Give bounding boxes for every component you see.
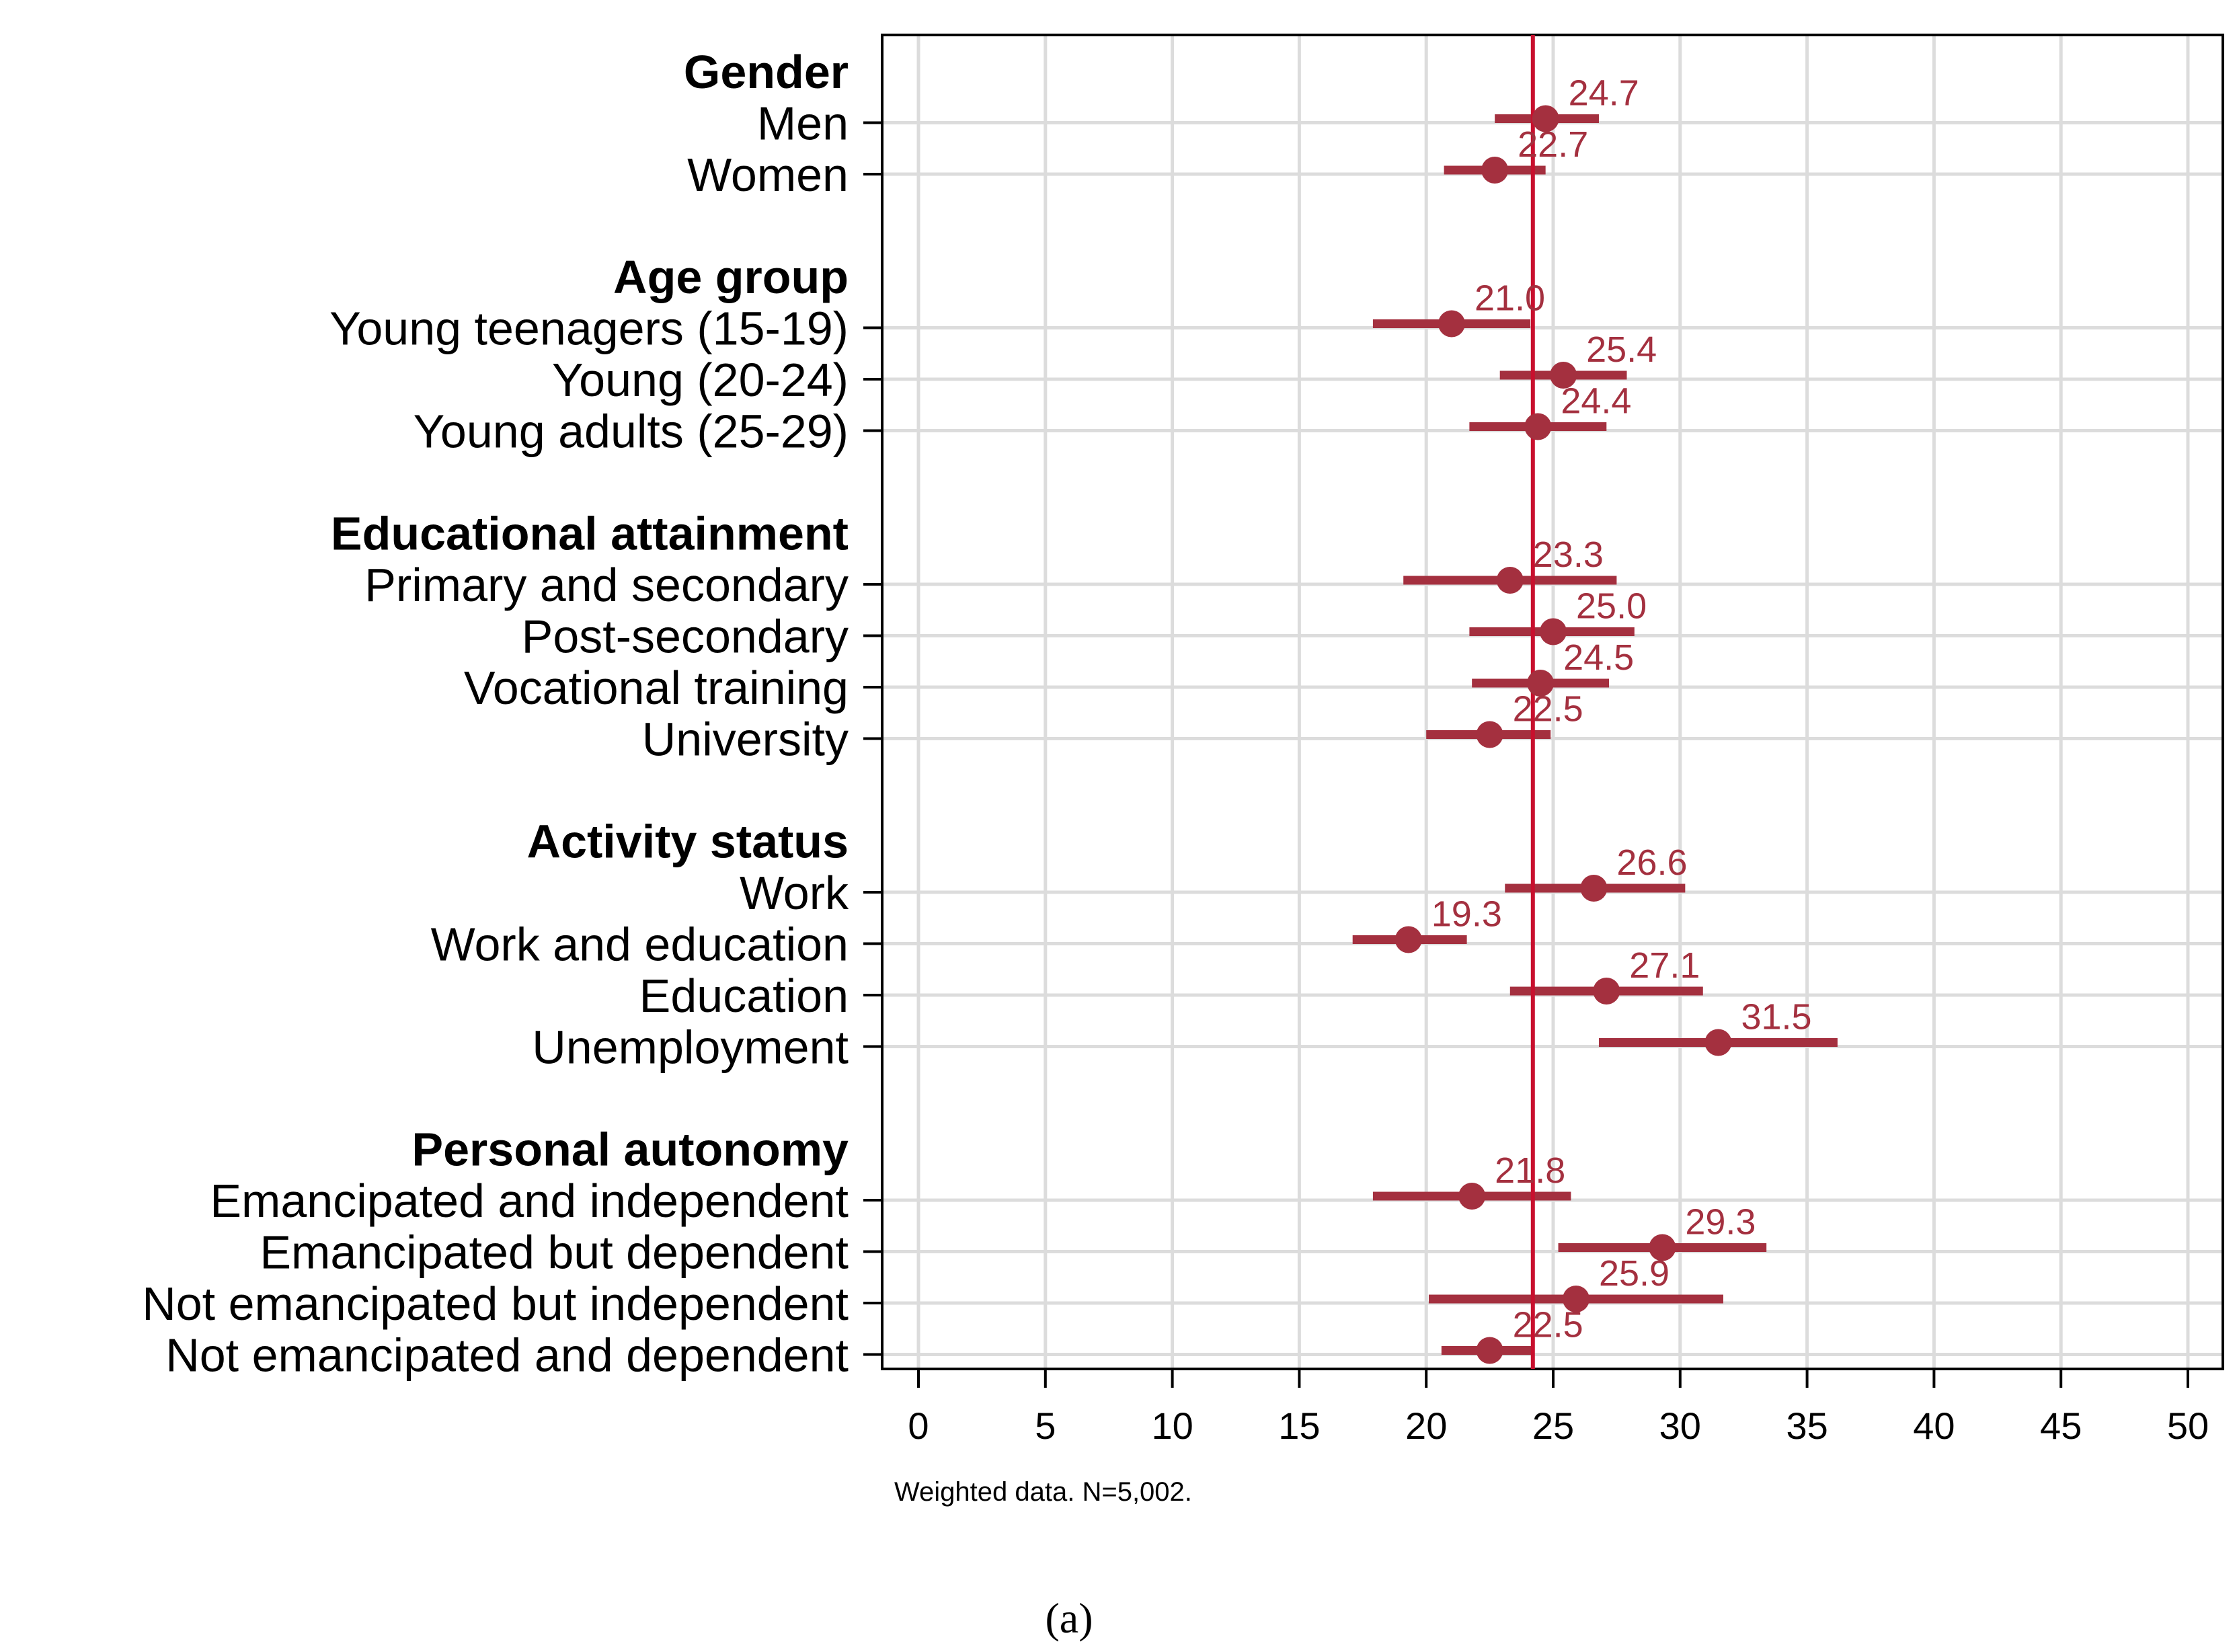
x-tick-label: 50 — [2167, 1405, 2209, 1447]
point-marker — [1481, 157, 1509, 184]
data-label: 25.4 — [1586, 329, 1657, 370]
vertical-gridlines — [916, 36, 2190, 1368]
category-label: Emancipated and independent — [210, 1175, 849, 1227]
x-tick-label: 5 — [1035, 1405, 1056, 1447]
x-tick-label: 30 — [1659, 1405, 1701, 1447]
category-label: Work — [740, 867, 849, 919]
category-label: University — [642, 713, 849, 766]
x-tick-label: 35 — [1786, 1405, 1828, 1447]
category-label: Not emancipated but independent — [142, 1277, 849, 1330]
data-label: 26.6 — [1616, 842, 1687, 883]
data-label: 29.3 — [1685, 1202, 1756, 1243]
point-marker — [1562, 1286, 1589, 1312]
data-label: 24.7 — [1569, 73, 1639, 114]
x-tick-label: 20 — [1405, 1405, 1447, 1447]
point-marker — [1527, 670, 1555, 697]
data-label: 27.1 — [1629, 945, 1700, 986]
data-label: 23.3 — [1533, 535, 1604, 575]
data-note: Weighted data. N=5,002. — [894, 1477, 1192, 1507]
data-label: 24.4 — [1561, 381, 1631, 422]
group-title: Activity status — [527, 816, 849, 868]
point-marker — [1593, 978, 1620, 1005]
category-label: Primary and secondary — [364, 559, 849, 611]
group-title: Age group — [613, 251, 849, 303]
data-label: 21.8 — [1495, 1150, 1565, 1191]
data-label: 25.9 — [1599, 1253, 1670, 1294]
data-label: 31.5 — [1741, 997, 1811, 1037]
point-marker — [1540, 618, 1567, 645]
group-title: Educational attainment — [331, 508, 849, 560]
point-marker — [1649, 1234, 1676, 1261]
category-label: Education — [639, 970, 849, 1022]
group-title: Personal autonomy — [411, 1124, 849, 1176]
data-label: 24.5 — [1563, 637, 1634, 678]
category-label: Men — [757, 97, 849, 150]
x-tick-label: 0 — [908, 1405, 929, 1447]
data-label: 22.5 — [1513, 1305, 1583, 1345]
point-marker — [1395, 926, 1422, 953]
x-tick-label: 40 — [1913, 1405, 1955, 1447]
category-label: Emancipated but dependent — [260, 1226, 849, 1279]
panel-label: (a) — [1045, 1594, 1093, 1642]
data-labels: 24.7 22.7 21.0 25.4 24.4 23.3 25.0 24.5 22.5 26.6… — [1431, 73, 1812, 1345]
data-label: 22.7 — [1518, 124, 1588, 165]
point-marker — [1438, 310, 1465, 338]
category-label: Vocational training — [464, 662, 849, 714]
category-label: Women — [687, 149, 849, 201]
point-marker — [1476, 1337, 1503, 1364]
category-label: Young (20-24) — [552, 354, 849, 406]
data-label: 19.3 — [1431, 894, 1502, 935]
x-axis-ticks: 0 5 10 15 20 25 30 35 40 45 50 — [908, 1369, 2209, 1447]
point-marker — [1550, 362, 1577, 389]
category-label: Work and education — [431, 918, 849, 971]
data-label: 25.0 — [1576, 586, 1647, 627]
point-marker — [1532, 105, 1559, 132]
category-label: Young adults (25-29) — [414, 405, 849, 458]
category-label: Young teenagers (15-19) — [329, 303, 849, 355]
category-label: Unemployment — [532, 1021, 849, 1074]
data-label: 22.5 — [1513, 689, 1583, 730]
point-marker — [1496, 567, 1524, 594]
point-marker — [1458, 1183, 1486, 1210]
x-tick-label: 10 — [1151, 1405, 1193, 1447]
point-markers — [1395, 105, 1732, 1364]
point-marker — [1704, 1029, 1732, 1056]
point-marker — [1476, 721, 1503, 748]
x-tick-label: 15 — [1278, 1405, 1320, 1447]
point-marker — [1580, 875, 1608, 902]
point-marker — [1524, 413, 1552, 440]
data-label: 21.0 — [1475, 278, 1545, 319]
category-label: Post-secondary — [522, 611, 849, 663]
group-title: Gender — [684, 46, 849, 98]
category-label: Not emancipated and dependent — [165, 1329, 849, 1382]
x-tick-label: 45 — [2040, 1405, 2082, 1447]
x-tick-label: 25 — [1532, 1405, 1574, 1447]
